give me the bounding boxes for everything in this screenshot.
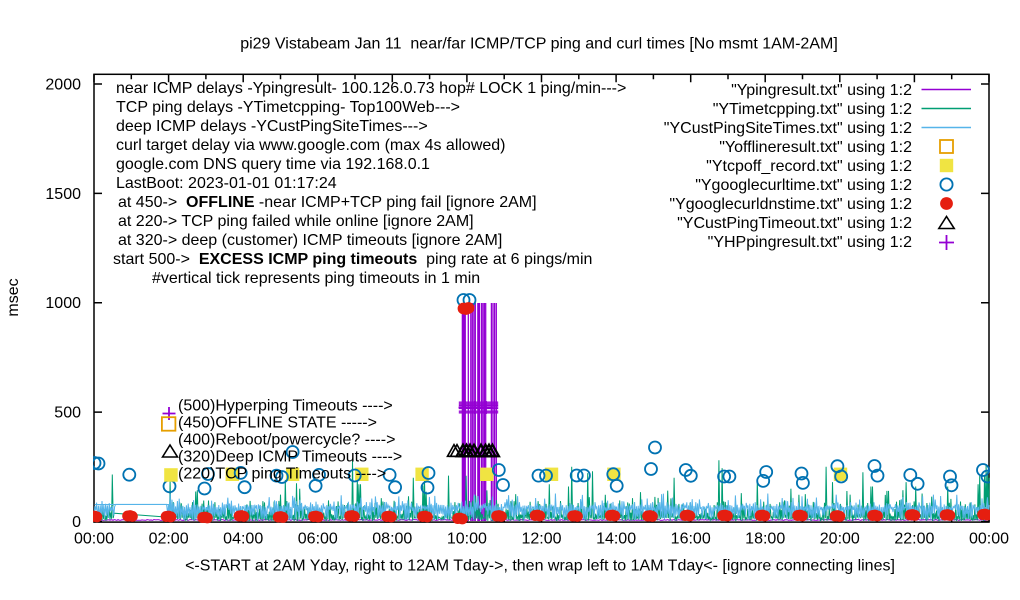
- svg-text:LastBoot: 2023-01-01 01:17:24: LastBoot: 2023-01-01 01:17:24: [116, 175, 337, 192]
- svg-text:16:00: 16:00: [671, 531, 711, 548]
- svg-text:0: 0: [72, 514, 81, 531]
- svg-text:(220)TCP ping Timeouts ---->: (220)TCP ping Timeouts ---->: [178, 466, 386, 483]
- svg-text:1500: 1500: [45, 186, 81, 203]
- svg-text:2000: 2000: [45, 77, 81, 94]
- svg-text:"YCustPingSiteTimes.txt" using: "YCustPingSiteTimes.txt" using 1:2: [664, 120, 912, 137]
- svg-text:14:00: 14:00: [596, 531, 636, 548]
- svg-text:at 220-> TCP ping failed while: at 220-> TCP ping failed while online [i…: [118, 213, 474, 230]
- svg-text:22:00: 22:00: [894, 531, 934, 548]
- svg-text:#vertical tick represents ping: #vertical tick represents ping timeouts …: [152, 270, 480, 287]
- svg-text:"YHPpingresult.txt" using 1:2: "YHPpingresult.txt" using 1:2: [708, 234, 912, 251]
- svg-text:12:00: 12:00: [521, 531, 561, 548]
- svg-text:08:00: 08:00: [372, 531, 412, 548]
- svg-text:18:00: 18:00: [745, 531, 785, 548]
- svg-text:500: 500: [54, 405, 81, 422]
- svg-text:google.com DNS query time via: google.com DNS query time via 192.168.0.…: [116, 156, 430, 173]
- svg-text:02:00: 02:00: [149, 531, 189, 548]
- svg-text:06:00: 06:00: [298, 531, 338, 548]
- svg-text:msec: msec: [5, 278, 22, 316]
- svg-text:start 500-> EXCESS ICMP ping: start 500-> EXCESS ICMP ping timeouts pi…: [113, 251, 592, 268]
- svg-text:TCP ping delays -YTimetcpping-: TCP ping delays -YTimetcpping- Top100Web…: [116, 99, 460, 116]
- svg-text:at 450-> OFFLINE -near ICMP+T: at 450-> OFFLINE -near ICMP+TCP ping fai…: [118, 194, 537, 211]
- svg-text:"Ygooglecurltime.txt" using 1:: "Ygooglecurltime.txt" using 1:2: [695, 177, 912, 194]
- svg-text:at 320-> deep (customer) ICMP: at 320-> deep (customer) ICMP timeouts […: [118, 232, 502, 249]
- svg-text:(320)Deep ICMP Timeouts ---->: (320)Deep ICMP Timeouts ---->: [178, 449, 402, 466]
- svg-text:04:00: 04:00: [223, 531, 263, 548]
- svg-text:(400)Reboot/powercycle? ---->: (400)Reboot/powercycle? ---->: [178, 432, 395, 449]
- svg-text:"Yofflineresult.txt" using 1:2: "Yofflineresult.txt" using 1:2: [719, 139, 912, 156]
- svg-text:"Ygooglecurldnstime.txt" using: "Ygooglecurldnstime.txt" using 1:2: [669, 196, 912, 213]
- svg-text:near ICMP delays -Ypingresult-: near ICMP delays -Ypingresult- 100.126.0…: [116, 80, 626, 97]
- svg-text:"Ypingresult.txt" using 1:2: "Ypingresult.txt" using 1:2: [731, 82, 912, 99]
- svg-text:deep ICMP delays -YCustPingSit: deep ICMP delays -YCustPingSiteTimes--->: [116, 118, 428, 135]
- svg-text:(500)Hyperping Timeouts ---->: (500)Hyperping Timeouts ---->: [178, 398, 393, 415]
- svg-text:curl target delay via www.goog: curl target delay via www.google.com (ma…: [116, 137, 506, 154]
- svg-text:10:00: 10:00: [447, 531, 487, 548]
- svg-text:1000: 1000: [45, 295, 81, 312]
- svg-text:"YCustPingTimeout.txt" using 1: "YCustPingTimeout.txt" using 1:2: [677, 215, 912, 232]
- svg-text:00:00: 00:00: [74, 531, 114, 548]
- svg-text:20:00: 20:00: [820, 531, 860, 548]
- svg-text:<-START at 2AM Yday, right to: <-START at 2AM Yday, right to 12AM Tday-…: [185, 558, 895, 575]
- svg-text:pi29 Vistabeam Jan 11 near/fa: pi29 Vistabeam Jan 11 near/far ICMP/TCP …: [240, 36, 838, 53]
- svg-text:"YTimetcpping.txt" using 1:2: "YTimetcpping.txt" using 1:2: [713, 101, 912, 118]
- svg-text:(450)OFFLINE STATE ----->: (450)OFFLINE STATE ----->: [178, 415, 377, 432]
- svg-text:00:00: 00:00: [969, 531, 1009, 548]
- svg-text:"Ytcpoff_record.txt" using 1:2: "Ytcpoff_record.txt" using 1:2: [706, 158, 912, 175]
